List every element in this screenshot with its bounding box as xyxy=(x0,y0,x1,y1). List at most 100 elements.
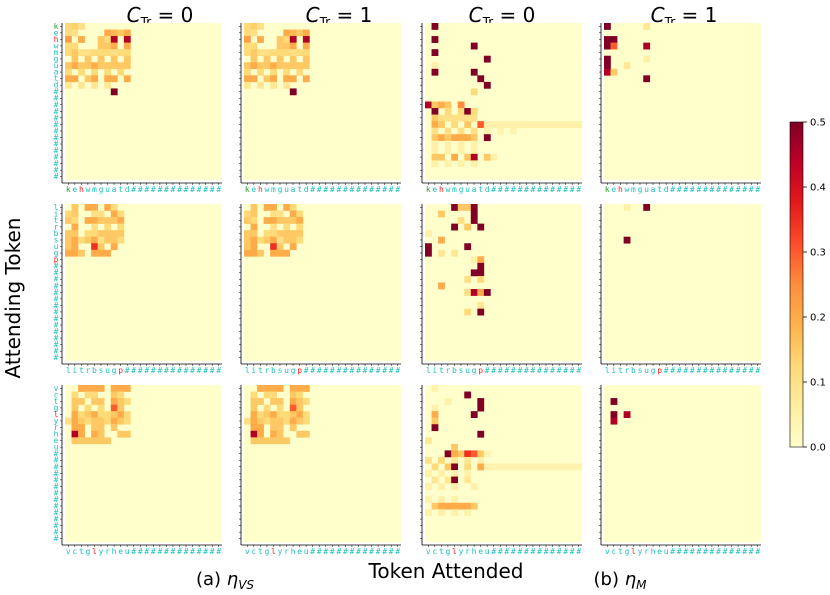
heatmap-cell xyxy=(91,236,99,244)
heatmap-cell xyxy=(477,269,485,277)
heatmap-cell xyxy=(110,391,118,399)
heatmap-cell xyxy=(529,121,537,128)
x-tick-label: # xyxy=(491,547,496,556)
heatmap-cell xyxy=(257,49,264,57)
heatmap-cell xyxy=(643,204,651,211)
y-tick-label: # xyxy=(54,288,59,297)
x-tick-label: # xyxy=(203,547,208,556)
heatmap-cell xyxy=(110,236,118,244)
heatmap-cell xyxy=(477,75,485,83)
x-tick-label: t xyxy=(118,185,123,194)
x-tick-label: # xyxy=(729,185,734,194)
x-tick-label: # xyxy=(504,366,509,375)
heatmap-cell xyxy=(283,81,291,89)
heatmap-cell xyxy=(425,230,432,238)
x-tick-label: u xyxy=(284,366,289,375)
heatmap-cell xyxy=(91,398,99,405)
x-tick-label: # xyxy=(164,366,169,375)
heatmap-cell xyxy=(510,127,517,135)
x-tick-label: # xyxy=(511,366,516,375)
x-tick-label: # xyxy=(177,185,182,194)
heatmap-cell xyxy=(470,88,478,96)
heatmap-cell xyxy=(276,36,284,43)
heatmap-cell xyxy=(71,62,79,70)
heatmap-cell xyxy=(84,411,92,419)
heatmap-cell xyxy=(97,62,105,70)
heatmap-cell xyxy=(542,463,550,471)
x-tick-label: # xyxy=(144,185,149,194)
heatmap-cell xyxy=(483,134,491,142)
heatmap-cell xyxy=(78,424,85,432)
heatmap-cell xyxy=(117,385,125,392)
heatmap-cell xyxy=(110,49,118,57)
x-tick-label: # xyxy=(131,185,136,194)
x-tick-label: p xyxy=(478,366,483,375)
heatmap-cell xyxy=(71,29,79,37)
heatmap-cell xyxy=(110,385,118,392)
heatmap-cell xyxy=(250,23,258,30)
heatmap-cell xyxy=(457,502,465,510)
colorbar-tick-label: 0.2 xyxy=(810,313,826,324)
heatmap-cell xyxy=(431,68,439,76)
y-axis-label: Attending Token xyxy=(1,218,25,379)
x-tick-label: # xyxy=(670,366,675,375)
heatmap-cell xyxy=(78,236,85,244)
heatmap-panel-r1-c1: kkeehhwwmmgguuaattdd####################… xyxy=(54,22,222,194)
x-tick-label: # xyxy=(716,547,721,556)
heatmap-cell xyxy=(110,36,118,43)
heatmap-cell xyxy=(296,236,304,244)
x-tick-label: d xyxy=(304,185,309,194)
heatmap-cell xyxy=(289,230,297,238)
x-tick-label: i xyxy=(611,366,616,375)
x-tick-label: r xyxy=(284,547,289,556)
colorbar-tick-label: 0.3 xyxy=(810,248,826,259)
heatmap-cell xyxy=(91,424,99,432)
x-tick-label: a xyxy=(291,185,296,194)
heatmap-cell xyxy=(289,29,297,37)
x-tick-label: # xyxy=(216,185,221,194)
heatmap-cell xyxy=(257,411,264,419)
x-tick-label: # xyxy=(210,366,215,375)
heatmap-cell xyxy=(276,430,284,438)
heatmap-cell xyxy=(71,204,79,211)
heatmap-cell xyxy=(123,385,131,392)
heatmap-cell xyxy=(110,88,118,96)
x-tick-label: e xyxy=(297,547,302,556)
heatmap-cell xyxy=(483,153,491,161)
heatmap-cell xyxy=(263,49,271,57)
heatmap-cell xyxy=(84,49,92,57)
heatmap-cell xyxy=(110,42,118,50)
heatmap-cell xyxy=(250,391,258,399)
heatmap-cell xyxy=(470,127,478,135)
heatmap-cell xyxy=(250,217,258,224)
heatmap-cell xyxy=(91,391,99,399)
x-tick-label: # xyxy=(389,547,394,556)
heatmap-cell xyxy=(604,68,611,76)
x-tick-label: # xyxy=(703,366,708,375)
y-tick-label: # xyxy=(54,508,59,517)
x-tick-label: # xyxy=(723,366,728,375)
heatmap-cell xyxy=(71,42,79,50)
heatmap-cell xyxy=(91,437,99,445)
heatmap-cell xyxy=(97,42,105,50)
heatmap-cell xyxy=(302,42,310,50)
heatmap-cell xyxy=(270,417,278,425)
x-tick-label: # xyxy=(670,547,675,556)
heatmap-cell xyxy=(104,81,112,89)
x-tick-label: # xyxy=(330,547,335,556)
heatmap-cell xyxy=(464,391,472,399)
heatmap-cell xyxy=(568,463,576,471)
heatmap-cell xyxy=(457,450,465,458)
x-tick-label: # xyxy=(138,366,143,375)
heatmap-cell xyxy=(71,391,79,399)
heatmap-background xyxy=(604,204,761,361)
heatmap-cell xyxy=(78,437,85,445)
x-tick-label: w xyxy=(624,185,629,194)
x-tick-label: # xyxy=(363,366,368,375)
x-tick-label: k xyxy=(245,185,250,194)
heatmap-cell xyxy=(250,417,258,425)
y-tick-label: # xyxy=(54,327,59,336)
heatmap-cell xyxy=(250,55,258,63)
x-tick-label: r xyxy=(105,547,110,556)
heatmap-cell xyxy=(263,230,271,238)
